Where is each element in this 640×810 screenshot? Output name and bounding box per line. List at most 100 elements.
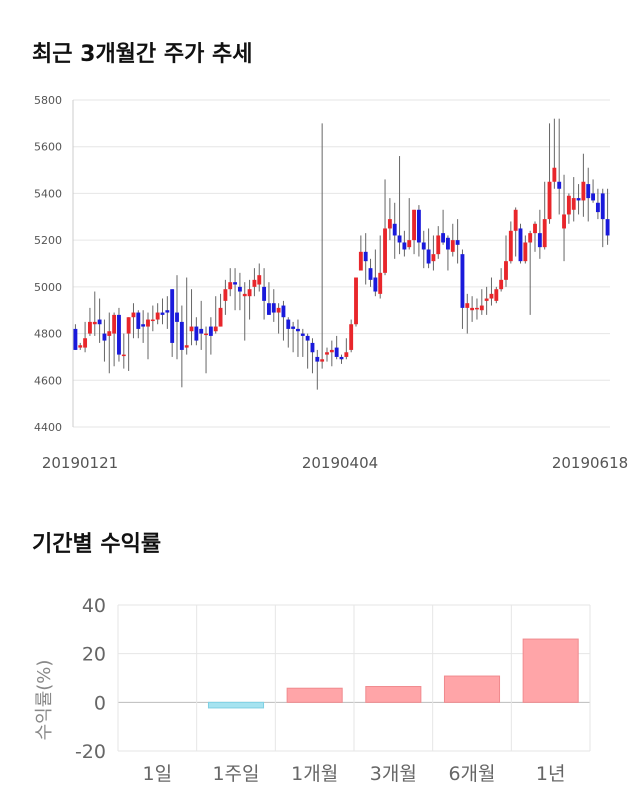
candle-body: [102, 333, 107, 341]
bar-y-tick-label: 0: [94, 692, 106, 714]
candle-body: [586, 184, 591, 199]
candle-body: [189, 326, 194, 332]
candle-body: [165, 310, 170, 313]
candle-body: [460, 254, 465, 308]
candle-body: [83, 338, 88, 348]
candle-body: [416, 209, 421, 243]
candle-body: [262, 286, 267, 301]
candle-body: [208, 326, 213, 336]
candle-body: [383, 228, 387, 273]
candle-body: [136, 312, 141, 329]
candle-body: [537, 233, 542, 248]
candle-body: [179, 321, 184, 350]
candle-body: [170, 289, 175, 343]
candle-body: [591, 193, 596, 201]
candle-body: [407, 240, 412, 248]
candle-body: [354, 277, 358, 325]
candle-y-tick-label: 4400: [34, 421, 62, 434]
candle-y-tick-label: 5000: [34, 281, 62, 294]
candle-body: [281, 305, 286, 318]
candle-body: [605, 219, 610, 236]
bar-y-tick-label: -20: [75, 741, 106, 763]
bar-x-tick-label: 1일: [143, 763, 173, 785]
candle-body: [233, 282, 238, 285]
candle-body: [218, 307, 223, 327]
candle-body: [97, 319, 102, 325]
candle-body: [107, 331, 112, 336]
candle-body: [349, 324, 354, 350]
candle-body: [334, 347, 339, 357]
candle-body: [378, 272, 383, 294]
bar-series: [207, 638, 579, 709]
bar-6개월: [443, 675, 501, 703]
candle-body: [412, 209, 417, 241]
candle-body: [552, 167, 557, 182]
candle-body: [484, 298, 489, 301]
candle-body: [571, 198, 576, 210]
candle-body: [276, 307, 281, 313]
candle-y-tick-label: 4800: [34, 328, 62, 341]
candle-body: [479, 305, 484, 311]
returns-bar-chart: -20 0 20 40 1일 1주일 1개월 3개월 6개월 1년 수익률(%): [34, 595, 591, 785]
bar-x-tick-label: 1주일: [212, 763, 259, 785]
candle-body: [581, 181, 586, 201]
candle-body: [271, 303, 276, 313]
bar-x-tick-label: 1개월: [291, 763, 338, 785]
candle-body: [257, 275, 262, 285]
candle-body: [508, 230, 513, 262]
candle-body: [92, 321, 97, 325]
candle-y-tick-label: 5800: [34, 94, 62, 107]
candle-body: [368, 268, 373, 280]
candle-body: [252, 279, 257, 287]
period-returns-title: 기간별 수익률: [32, 532, 162, 557]
candle-body: [397, 235, 402, 243]
bar-grid: [117, 604, 591, 752]
candle-body: [175, 312, 179, 322]
candle-body: [421, 242, 426, 250]
candle-body: [228, 282, 233, 290]
candle-body: [126, 317, 131, 334]
candle-body: [387, 219, 392, 229]
candle-body: [344, 352, 349, 357]
candle-body: [242, 293, 247, 297]
candle-body: [455, 240, 460, 245]
candle-body: [329, 349, 334, 353]
candle-body: [504, 261, 508, 280]
candle-body: [112, 314, 117, 334]
bar-y-axis-label: 수익률(%): [34, 660, 55, 741]
candle-body: [445, 237, 450, 250]
candle-body: [494, 289, 499, 301]
candle-body: [213, 326, 218, 332]
bar-x-tick-label: 6개월: [448, 763, 495, 785]
candle-y-tick-label: 5600: [34, 141, 62, 154]
bar-x-axis: 1일 1주일 1개월 3개월 6개월 1년: [143, 763, 566, 785]
candle-body: [363, 251, 368, 262]
candle-body: [436, 235, 441, 255]
candle-body: [155, 312, 160, 320]
candle-body: [533, 223, 537, 234]
price-trend-title: 최근 3개월간 주가 추세: [32, 42, 253, 67]
candle-body: [150, 319, 155, 322]
candlestick-series: [73, 118, 610, 390]
candle-body: [305, 335, 310, 341]
candle-body: [121, 354, 126, 357]
candle-body: [141, 324, 146, 327]
candle-body: [431, 254, 436, 262]
candlestick-y-axis: 4400 4600 4800 5000 5200 5400 5600 5800: [34, 94, 62, 434]
candle-x-tick-label: 20190404: [302, 454, 378, 472]
candle-body: [131, 312, 136, 318]
candle-body: [310, 342, 315, 353]
candle-body: [566, 195, 571, 215]
candle-body: [78, 345, 83, 348]
bar-y-tick-label: 40: [82, 595, 106, 617]
candle-body: [547, 181, 552, 220]
candle-body: [237, 286, 242, 292]
candle-body: [499, 279, 504, 290]
candle-body: [600, 193, 605, 220]
candle-body: [523, 242, 528, 262]
candle-x-tick-label: 20190618: [552, 454, 628, 472]
candle-body: [223, 289, 228, 301]
candlestick-x-axis: 20190121 20190404 20190618: [42, 454, 628, 472]
candle-body: [470, 307, 475, 311]
candle-body: [426, 249, 431, 264]
